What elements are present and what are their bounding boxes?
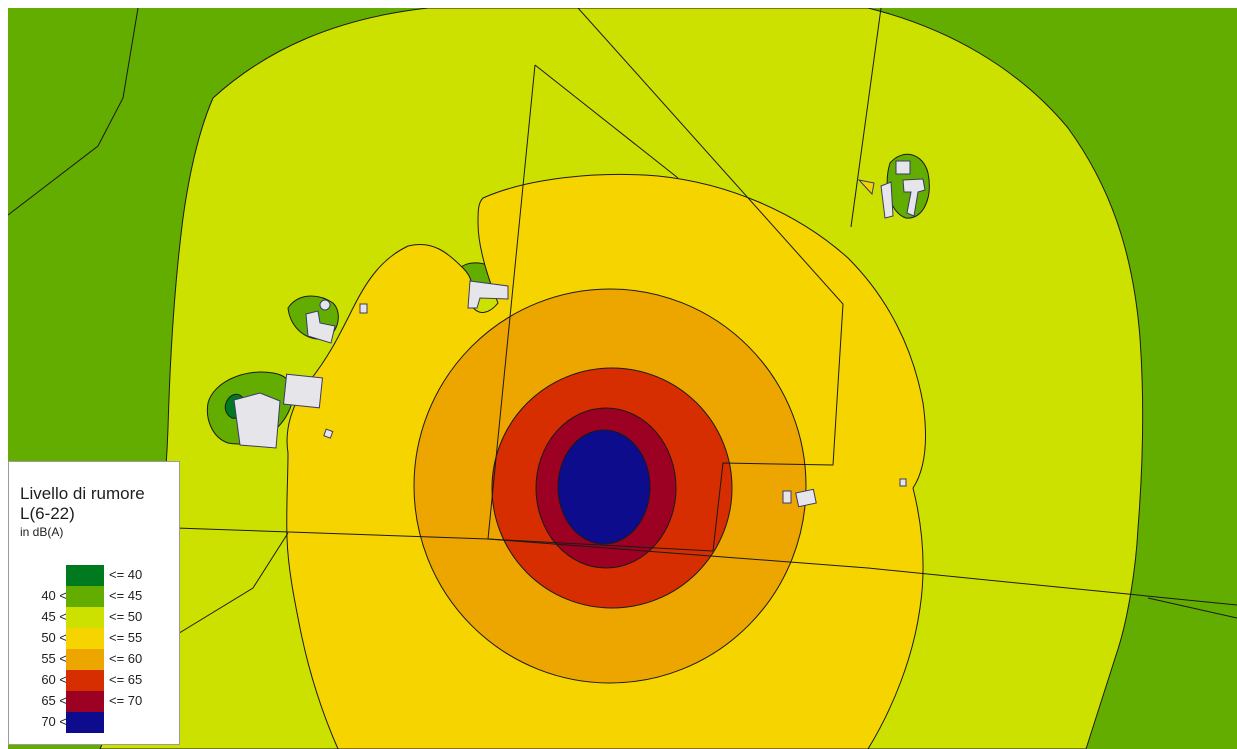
- legend-row-65-70: 65 < <= 70: [9, 691, 179, 712]
- boundary-line-east-west: [175, 527, 1237, 606]
- legend-low-label: 45 <: [41, 609, 67, 624]
- legend-high-label: <= 50: [109, 609, 143, 624]
- legend-swatch: [66, 607, 104, 628]
- zone-gt-70: [557, 429, 651, 545]
- building-ne-2: [880, 181, 894, 219]
- legend-low-label: 70 <: [41, 714, 67, 729]
- legend-low-label: 50 <: [41, 630, 67, 645]
- legend-swatch: [66, 691, 104, 712]
- legend-swatch: [66, 712, 104, 733]
- legend-high-label: <= 55: [109, 630, 143, 645]
- building-ne-1: [895, 160, 911, 175]
- legend-swatch: [66, 628, 104, 649]
- legend-title: Livello di rumore: [20, 484, 145, 503]
- legend-row-40-45: 40 < <= 45: [9, 586, 179, 607]
- boundary-line-southwest: [175, 532, 289, 636]
- building-west-medium: [282, 373, 324, 409]
- building-west-large: [233, 392, 281, 449]
- noise-map: [8, 8, 1237, 749]
- boundary-line-nw: [8, 8, 139, 216]
- boundary-line-ne-vertical: [850, 8, 882, 228]
- legend-row-gt-70: 70 <: [9, 712, 179, 733]
- building-west-upper: [305, 310, 336, 344]
- legend-row-50-55: 50 < <= 55: [9, 628, 179, 649]
- legend-swatch: [66, 649, 104, 670]
- legend-swatch: [66, 670, 104, 691]
- boundary-line-north-wedge-top: [534, 64, 679, 179]
- legend-high-label: <= 60: [109, 651, 143, 666]
- building-west-small-1: [359, 303, 368, 314]
- legend-row-45-50: 45 < <= 50: [9, 607, 179, 628]
- legend-high-label: <= 70: [109, 693, 143, 708]
- legend-low-label: 40 <: [41, 588, 67, 603]
- legend-subtitle: L(6-22): [20, 504, 75, 523]
- legend-high-label: <= 65: [109, 672, 143, 687]
- building-ne-3: [902, 178, 926, 217]
- legend-high-label: <= 40: [109, 567, 143, 582]
- boundary-line-east-edge: [1147, 597, 1237, 619]
- building-west-round: [319, 299, 331, 311]
- legend-row-le-40: <= 40: [9, 565, 179, 586]
- building-east-1: [782, 490, 792, 504]
- building-east-3: [899, 478, 907, 487]
- legend-low-label: 65 <: [41, 693, 67, 708]
- legend-row-55-60: 55 < <= 60: [9, 649, 179, 670]
- building-east-2: [795, 488, 817, 508]
- building-west-small-2: [323, 428, 334, 439]
- legend-low-label: 60 <: [41, 672, 67, 687]
- building-nw-block: [467, 280, 509, 309]
- noise-map-frame: [8, 8, 1237, 749]
- legend-unit: in dB(A): [20, 525, 64, 539]
- legend-swatch: [66, 565, 104, 586]
- boundary-line-ne-diagonal: [577, 8, 844, 552]
- legend-row-60-65: 60 < <= 65: [9, 670, 179, 691]
- legend-high-label: <= 45: [109, 588, 143, 603]
- noise-level-legend: Livello di rumore L(6-22) in dB(A) <= 40…: [8, 461, 180, 745]
- legend-swatch: [66, 586, 104, 607]
- building-ne-triangle: [857, 179, 875, 196]
- legend-low-label: 55 <: [41, 651, 67, 666]
